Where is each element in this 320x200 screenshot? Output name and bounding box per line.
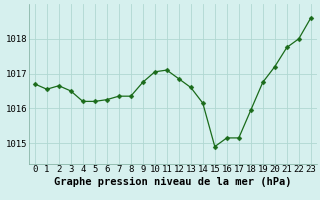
X-axis label: Graphe pression niveau de la mer (hPa): Graphe pression niveau de la mer (hPa) [54, 177, 292, 187]
